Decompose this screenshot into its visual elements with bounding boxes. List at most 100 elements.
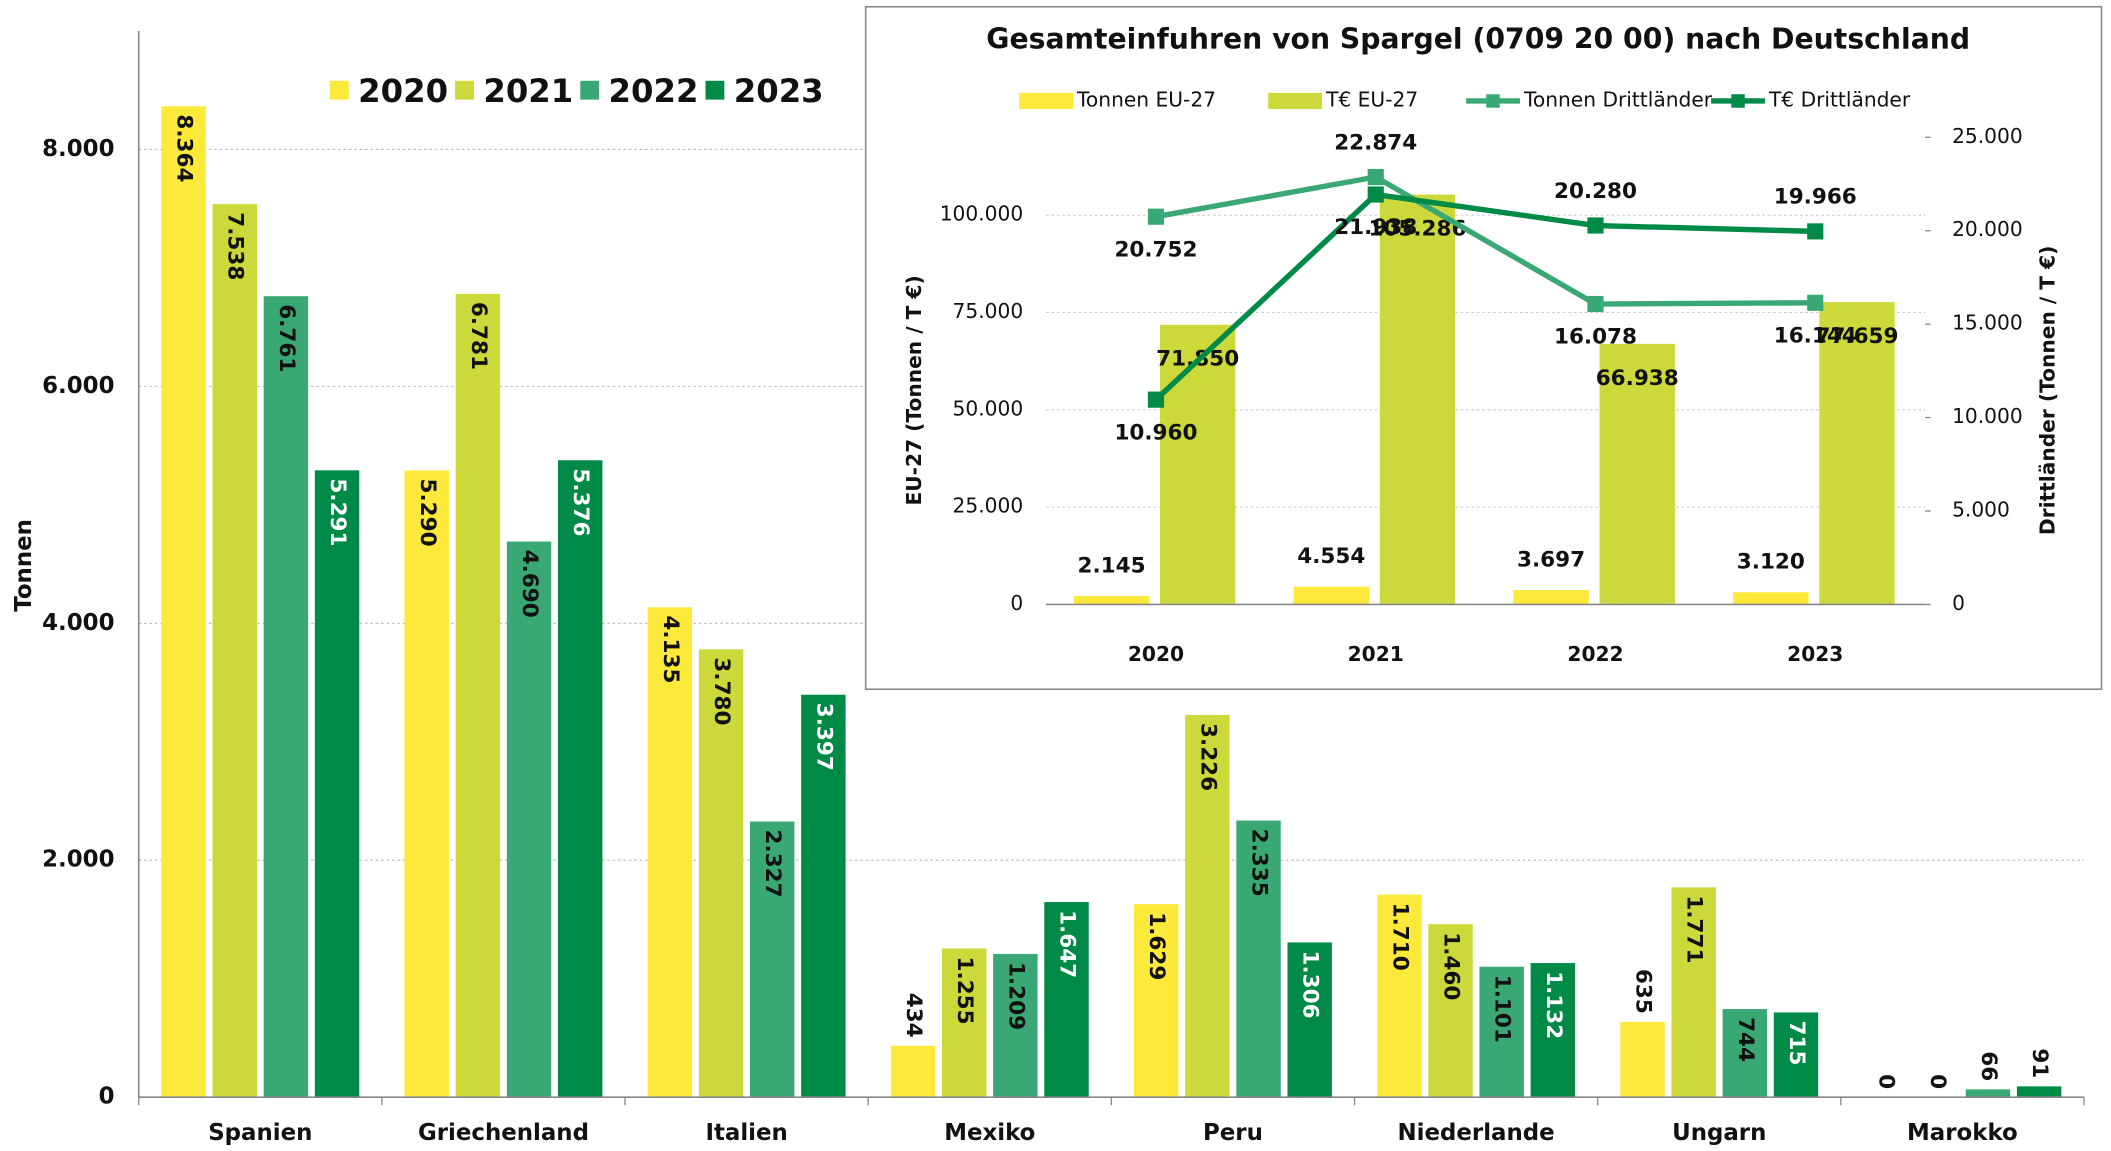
data-label: 1.209 — [1003, 962, 1028, 1030]
bar — [404, 470, 449, 1098]
data-label: 3.226 — [1195, 723, 1220, 791]
data-label: 7.538 — [223, 212, 248, 280]
data-label: 6.781 — [466, 302, 491, 370]
bar — [1479, 966, 1524, 1098]
data-label: 20.752 — [1114, 237, 1197, 262]
bar — [212, 204, 257, 1098]
data-label: 1.629 — [1144, 912, 1169, 980]
legend-label: 2022 — [609, 72, 699, 110]
bar — [890, 1045, 936, 1098]
x-tick-label: Spanien — [208, 1120, 312, 1146]
x-tick-label: 2023 — [1787, 642, 1843, 666]
data-label: 10.960 — [1114, 420, 1197, 445]
y2-tick-label: 20.000 — [1952, 217, 2023, 241]
chart-title: Gesamteinfuhren von Spargel (0709 20 00)… — [986, 22, 1970, 55]
x-tick-label: Italien — [705, 1120, 787, 1146]
legend-swatch — [580, 80, 600, 100]
data-label: 5.376 — [568, 468, 593, 536]
bar — [1377, 894, 1422, 1098]
bar — [1073, 596, 1150, 605]
data-label: 1.771 — [1682, 895, 1707, 963]
y-tick-label: 0 — [1010, 591, 1023, 615]
bar — [506, 541, 552, 1098]
data-label: 4.690 — [517, 550, 542, 618]
marker — [1587, 217, 1604, 234]
bar — [455, 293, 501, 1098]
y-axis-label: Tonnen — [11, 519, 37, 612]
data-label: 6.761 — [274, 304, 299, 372]
bar — [698, 649, 744, 1098]
data-label: 1.460 — [1439, 932, 1464, 1000]
data-label: 16.144 — [1774, 323, 1857, 348]
bar — [749, 821, 795, 1098]
data-label: 2.145 — [1078, 553, 1146, 578]
data-label: 3.780 — [709, 657, 734, 725]
data-label: 0 — [1925, 1074, 1950, 1089]
data-label: 0 — [1874, 1074, 1899, 1089]
data-label: 4.135 — [658, 615, 683, 683]
x-tick-label: Ungarn — [1672, 1120, 1766, 1146]
data-label: 5.290 — [415, 479, 440, 547]
data-label: 66.938 — [1596, 366, 1679, 391]
bar — [1513, 590, 1589, 605]
legend-marker — [1731, 94, 1745, 108]
marker — [1147, 208, 1165, 225]
data-label: 91 — [2027, 1048, 2052, 1078]
data-label: 3.697 — [1517, 547, 1585, 572]
bar — [1287, 942, 1332, 1098]
bar — [993, 953, 1038, 1098]
data-label: 434 — [901, 993, 926, 1038]
bar — [1159, 324, 1236, 605]
legend-label: 2020 — [358, 72, 448, 110]
bar — [1236, 820, 1281, 1098]
bar — [161, 106, 206, 1098]
x-tick-label: 2021 — [1348, 642, 1404, 666]
bar — [647, 607, 693, 1098]
legend-swatch — [1268, 92, 1323, 110]
marker — [1367, 186, 1384, 203]
data-label: 3.397 — [811, 703, 836, 771]
bar — [801, 694, 846, 1098]
y2-tick-label: 15.000 — [1952, 311, 2023, 335]
legend-swatch — [329, 80, 349, 100]
bar — [557, 460, 603, 1098]
data-label: 21.938 — [1334, 215, 1417, 240]
bar — [2016, 1086, 2062, 1098]
data-label: 715 — [1784, 1021, 1809, 1066]
marker — [1807, 294, 1824, 311]
marker — [1147, 391, 1165, 408]
bar — [1819, 302, 1895, 605]
data-label: 4.554 — [1297, 544, 1365, 569]
y-tick-label: 0 — [99, 1084, 115, 1110]
legend-label: 2023 — [734, 72, 824, 110]
legend-swatch — [455, 80, 474, 100]
y-tick-label: 4.000 — [42, 610, 114, 636]
bar — [1599, 343, 1675, 605]
x-tick-label: Mexiko — [944, 1120, 1035, 1146]
data-label: 1.306 — [1298, 951, 1323, 1019]
x-tick-label: Griechenland — [418, 1120, 589, 1146]
marker — [1807, 223, 1824, 240]
bar — [1134, 904, 1179, 1098]
data-label: 19.966 — [1774, 185, 1857, 210]
data-label: 3.120 — [1737, 550, 1805, 575]
bar — [1185, 714, 1230, 1098]
y2-axis-label: Drittländer (Tonnen / T €) — [2035, 246, 2059, 535]
data-label: 5.291 — [325, 478, 350, 546]
legend-swatch — [705, 80, 725, 100]
line — [1154, 191, 1816, 402]
bar — [1733, 592, 1809, 605]
data-label: 1.132 — [1541, 971, 1566, 1039]
legend-marker — [1486, 94, 1500, 108]
legend-label: Tonnen Drittländer — [1523, 87, 1713, 111]
data-label: 1.647 — [1055, 910, 1080, 978]
x-tick-label: Niederlande — [1398, 1120, 1555, 1146]
y-axis-label: EU-27 (Tonnen / T €) — [902, 275, 926, 505]
y2-tick-label: 25.000 — [1952, 124, 2023, 148]
marker — [1367, 168, 1384, 186]
y2-tick-label: 10.000 — [1952, 404, 2023, 428]
bar — [1773, 1012, 1819, 1098]
bar — [1722, 1009, 1768, 1098]
marker — [1587, 295, 1604, 313]
